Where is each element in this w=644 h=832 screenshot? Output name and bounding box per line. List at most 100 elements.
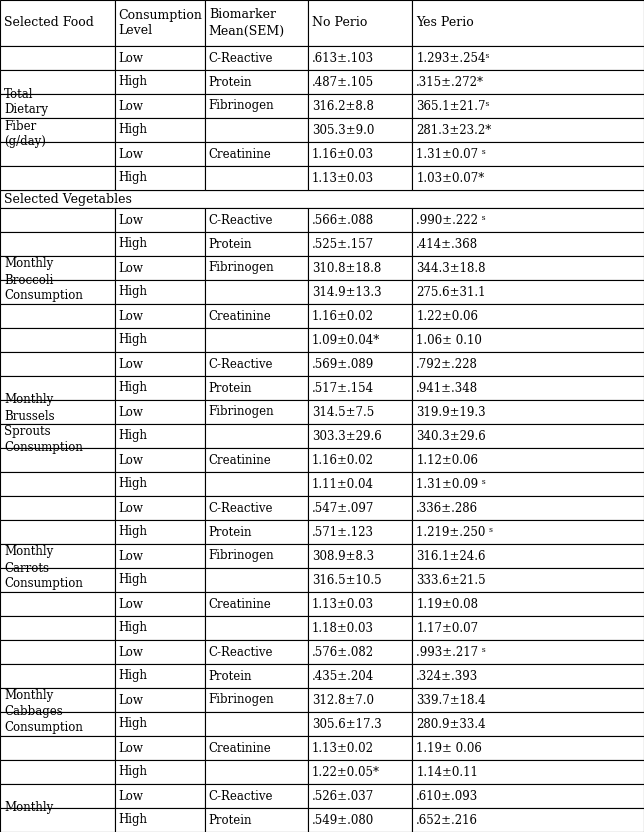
Text: 1.14±0.11: 1.14±0.11 (416, 765, 478, 779)
Bar (205, 784, 308, 808)
Text: High: High (118, 670, 147, 682)
Bar (0, 664, 115, 688)
Bar (0, 0, 115, 46)
Bar (0, 118, 115, 142)
Bar (0, 448, 115, 472)
Bar (308, 424, 412, 448)
Bar (115, 118, 205, 142)
Bar (412, 328, 644, 352)
Bar (412, 256, 644, 280)
Bar (412, 0, 644, 46)
Text: Fibrinogen: Fibrinogen (209, 405, 274, 418)
Bar (115, 520, 205, 544)
Text: 1.219±.250 ˢ: 1.219±.250 ˢ (416, 526, 493, 538)
Text: 1.03±0.07*: 1.03±0.07* (416, 171, 484, 185)
Bar (205, 520, 308, 544)
Bar (412, 448, 644, 472)
Bar (308, 70, 412, 94)
Text: Low: Low (118, 453, 144, 467)
Bar (412, 280, 644, 304)
Bar (205, 376, 308, 400)
Bar (412, 712, 644, 736)
Text: .571±.123: .571±.123 (312, 526, 374, 538)
Bar (0, 712, 115, 736)
Text: 1.16±0.02: 1.16±0.02 (312, 310, 374, 323)
Text: 281.3±23.2*: 281.3±23.2* (416, 123, 491, 136)
Bar (308, 400, 412, 424)
Bar (412, 736, 644, 760)
Text: .435±.204: .435±.204 (312, 670, 374, 682)
Text: Biomarker
Mean(SEM): Biomarker Mean(SEM) (209, 8, 285, 37)
Bar (205, 70, 308, 94)
Bar (205, 568, 308, 592)
Bar (205, 118, 308, 142)
Text: Creatinine: Creatinine (209, 597, 272, 611)
Bar (412, 304, 644, 328)
Bar (205, 640, 308, 664)
Bar (412, 616, 644, 640)
Text: 303.3±29.6: 303.3±29.6 (312, 429, 382, 443)
Bar (308, 688, 412, 712)
Bar (412, 232, 644, 256)
Bar (308, 94, 412, 118)
Bar (0, 568, 115, 592)
Text: 1.22±0.06: 1.22±0.06 (416, 310, 478, 323)
Text: Low: Low (118, 646, 144, 658)
Bar (308, 208, 412, 232)
Bar (115, 94, 205, 118)
Bar (115, 400, 205, 424)
Bar (308, 328, 412, 352)
Text: Fibrinogen: Fibrinogen (209, 549, 274, 562)
Text: High: High (118, 622, 147, 635)
Text: Monthly: Monthly (4, 801, 53, 815)
Text: 314.9±13.3: 314.9±13.3 (312, 285, 381, 299)
Text: High: High (118, 429, 147, 443)
Bar (308, 166, 412, 190)
Bar (115, 568, 205, 592)
Bar (115, 280, 205, 304)
Bar (0, 496, 115, 520)
Text: .487±.105: .487±.105 (312, 76, 374, 88)
Text: 1.13±0.03: 1.13±0.03 (312, 171, 374, 185)
Bar (0, 352, 115, 376)
Bar (205, 664, 308, 688)
Bar (205, 808, 308, 832)
Bar (412, 808, 644, 832)
Bar (205, 304, 308, 328)
Bar (308, 520, 412, 544)
Bar (0, 256, 115, 280)
Text: 1.16±0.03: 1.16±0.03 (312, 147, 374, 161)
Text: 316.5±10.5: 316.5±10.5 (312, 573, 381, 587)
Text: .990±.222 ˢ: .990±.222 ˢ (416, 214, 486, 226)
Text: .576±.082: .576±.082 (312, 646, 374, 658)
Bar (115, 808, 205, 832)
Text: 312.8±7.0: 312.8±7.0 (312, 694, 374, 706)
Bar (205, 544, 308, 568)
Bar (412, 424, 644, 448)
Bar (308, 640, 412, 664)
Bar (412, 208, 644, 232)
Bar (308, 0, 412, 46)
Bar (205, 472, 308, 496)
Text: 305.6±17.3: 305.6±17.3 (312, 717, 382, 730)
Text: Protein: Protein (209, 814, 252, 826)
Bar (412, 46, 644, 70)
Bar (412, 94, 644, 118)
Text: 1.13±0.03: 1.13±0.03 (312, 597, 374, 611)
Text: 1.31±0.09 ˢ: 1.31±0.09 ˢ (416, 478, 486, 491)
Text: Creatinine: Creatinine (209, 741, 272, 755)
Text: 1.18±0.03: 1.18±0.03 (312, 622, 374, 635)
Bar (308, 256, 412, 280)
Text: Fibrinogen: Fibrinogen (209, 694, 274, 706)
Text: Creatinine: Creatinine (209, 147, 272, 161)
Text: No Perio: No Perio (312, 17, 367, 29)
Text: Low: Low (118, 597, 144, 611)
Bar (205, 736, 308, 760)
Text: Low: Low (118, 741, 144, 755)
Text: High: High (118, 526, 147, 538)
Text: Monthly
Broccoli
Consumption: Monthly Broccoli Consumption (4, 257, 83, 303)
Text: C-Reactive: C-Reactive (209, 790, 273, 803)
Bar (412, 640, 644, 664)
Bar (308, 808, 412, 832)
Text: 308.9±8.3: 308.9±8.3 (312, 549, 374, 562)
